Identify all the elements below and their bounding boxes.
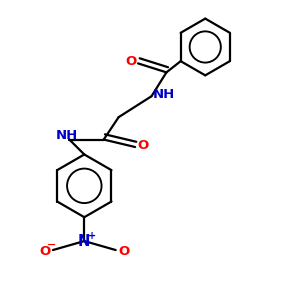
Text: +: +	[88, 231, 96, 241]
Text: O: O	[118, 245, 130, 258]
Text: O: O	[39, 245, 50, 258]
Text: NH: NH	[55, 130, 77, 142]
Text: NH: NH	[153, 88, 175, 101]
Text: O: O	[125, 56, 136, 68]
Text: −: −	[47, 240, 56, 250]
Text: O: O	[138, 139, 149, 152]
Text: N: N	[78, 234, 91, 249]
